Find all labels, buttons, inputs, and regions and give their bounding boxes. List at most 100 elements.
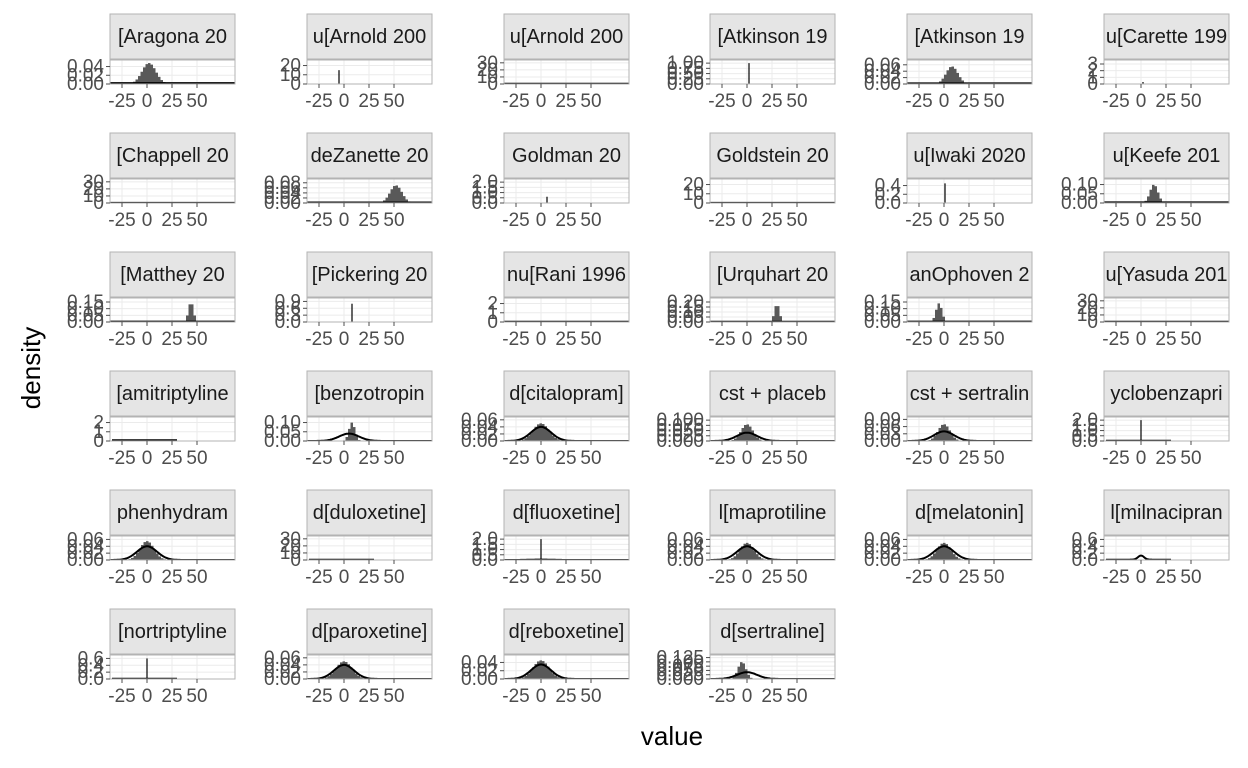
x-tick-label: 50	[186, 686, 207, 707]
histogram-bar	[537, 424, 540, 441]
histogram-bar	[943, 424, 946, 441]
x-tick-label: -25	[905, 567, 932, 588]
facet-panel: cst + sertralin 0.000.030.060.09-25 0 25 50	[864, 370, 1033, 469]
y-tick-label: 30	[83, 172, 104, 193]
y-tick-label: 0.000	[656, 431, 704, 452]
histogram-bar	[390, 189, 393, 203]
histogram-bar	[756, 554, 759, 560]
histogram-bar	[330, 674, 333, 679]
histogram-bar	[928, 439, 931, 441]
histogram-bar	[355, 673, 358, 679]
histogram-bar	[348, 428, 351, 441]
y-tick-label: 0.05	[864, 305, 901, 326]
y-tick-label: 0.5	[472, 545, 498, 566]
x-tick-label: -25	[108, 91, 135, 112]
facet-strip-label: [Matthey 20	[120, 264, 225, 286]
x-tick-label: 0	[339, 329, 350, 350]
histogram-bar	[956, 72, 959, 84]
histogram-bar	[958, 558, 961, 560]
histogram-bar	[1152, 184, 1155, 203]
x-tick-label: 0	[939, 329, 950, 350]
histogram-bar	[557, 439, 560, 441]
facet-panel: [Urquhart 20 0.000.050.100.150.20-25 0 25 50	[667, 251, 836, 350]
x-tick-label: 50	[580, 210, 601, 231]
y-tick-label: 0.50	[667, 64, 704, 85]
histogram-bar	[544, 426, 547, 441]
y-tick-label: 0.00	[67, 550, 104, 571]
histogram-bar	[937, 303, 940, 322]
y-tick-label: 2.0	[472, 172, 498, 193]
histogram-bar	[332, 671, 335, 679]
facet-panel: d[melatonin] 0.000.020.040.06-25 0 25 50	[864, 489, 1033, 588]
facet-strip-label: u[Arnold 200	[313, 26, 426, 48]
y-tick-label: 0.5	[472, 188, 498, 209]
histogram-bar	[150, 64, 153, 84]
histogram-bar	[758, 556, 761, 560]
histogram-bar	[933, 553, 936, 560]
y-tick-label: 0.25	[667, 69, 704, 90]
x-tick-label: 25	[358, 567, 379, 588]
x-tick-label: 25	[1155, 567, 1176, 588]
grid-lines	[907, 298, 1032, 322]
y-tick-label: 0.00	[461, 431, 498, 452]
y-tick-label: 0.08	[264, 173, 301, 194]
x-tick-label: 25	[555, 448, 576, 469]
y-tick-label: 10	[477, 67, 498, 88]
facet-strip	[306, 13, 433, 60]
histogram-bar	[549, 670, 552, 679]
x-tick-label: -25	[108, 448, 135, 469]
facet-strip-label: u[Yasuda 201	[1106, 264, 1228, 286]
x-tick-label: -25	[502, 210, 529, 231]
y-tick-label: 0	[487, 312, 498, 333]
y-tick-label: 0.2	[875, 184, 901, 205]
x-tick-label: 0	[339, 567, 350, 588]
x-tick-label: 50	[186, 448, 207, 469]
histogram-bar	[936, 432, 939, 441]
x-tick-label: 25	[958, 329, 979, 350]
histogram-bar	[942, 316, 945, 322]
y-tick-label: 0.05	[1061, 184, 1098, 205]
y-tick-label: 0.4	[1072, 536, 1099, 557]
x-tick-label: -25	[1102, 448, 1129, 469]
x-tick-label: 50	[1180, 210, 1201, 231]
x-tick-label: -25	[708, 567, 735, 588]
facet-strip	[109, 489, 236, 536]
y-tick-label: 0.6	[275, 298, 301, 319]
y-tick-label: 20	[280, 536, 301, 557]
facet-strip	[906, 132, 1033, 179]
x-tick-label: 25	[555, 567, 576, 588]
y-tick-label: 0.00	[864, 431, 901, 452]
histogram-bar	[741, 546, 744, 560]
y-tick-label: 1.5	[472, 177, 498, 198]
facet-panel: [Atkinson 19 0.000.020.040.06-25 0 25 50	[864, 13, 1033, 112]
histogram-bar	[360, 677, 363, 679]
x-tick-label: 50	[983, 448, 1004, 469]
x-tick-label: 50	[580, 686, 601, 707]
y-tick-label: 1.0	[472, 540, 498, 561]
histogram-bar	[940, 307, 943, 322]
grid-lines	[1104, 298, 1229, 322]
x-tick-label: 25	[958, 91, 979, 112]
histogram-bar	[151, 545, 154, 560]
histogram-bar	[140, 71, 143, 84]
x-tick-label: 25	[161, 91, 182, 112]
x-tick-label: -25	[708, 686, 735, 707]
facet-panel: d[sertraline] 0.0000.0250.0500.0750.1000.…	[656, 608, 836, 707]
facet-strip-label: anOphoven 2	[909, 264, 1029, 286]
x-tick-label: -25	[502, 448, 529, 469]
x-tick-label: -25	[708, 210, 735, 231]
y-tick-label: 0.02	[67, 543, 104, 564]
facet-strip	[503, 489, 630, 536]
facet-strip	[906, 13, 1033, 60]
histogram-bar	[1149, 189, 1152, 203]
histogram-bar	[951, 434, 954, 441]
x-tick-label: 50	[186, 210, 207, 231]
histogram-bar	[738, 549, 741, 560]
y-tick-label: 0.09	[864, 409, 901, 430]
grid-lines	[307, 60, 432, 84]
grid-lines	[1104, 417, 1229, 441]
y-tick-label: 0.05	[67, 305, 104, 326]
y-tick-label: 0.06	[864, 529, 901, 550]
